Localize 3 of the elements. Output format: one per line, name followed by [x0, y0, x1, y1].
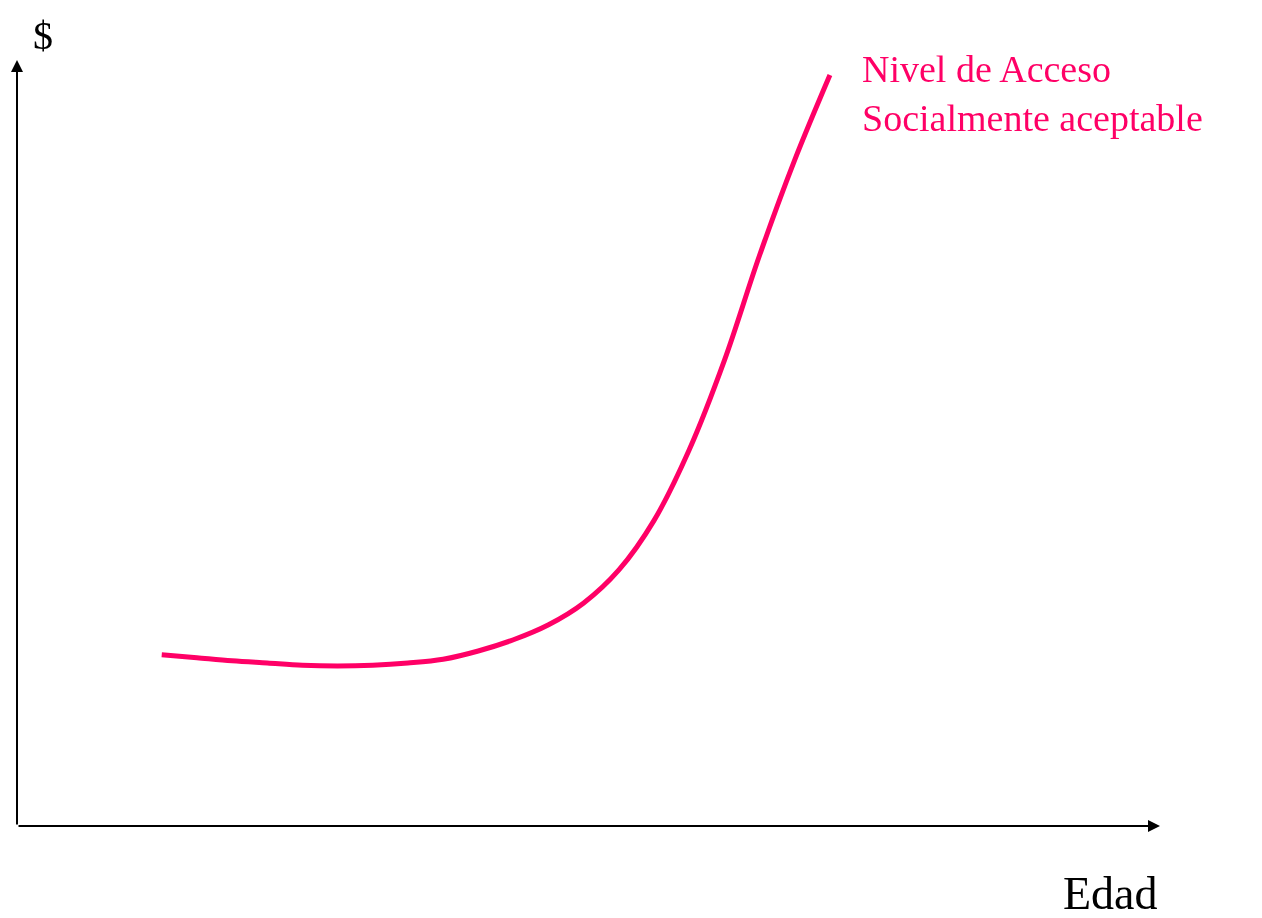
x-axis-title: Edad	[1063, 868, 1158, 918]
y-axis-title: $	[33, 13, 53, 58]
series-label: Nivel de Acceso Socialmente aceptable	[862, 48, 1203, 140]
